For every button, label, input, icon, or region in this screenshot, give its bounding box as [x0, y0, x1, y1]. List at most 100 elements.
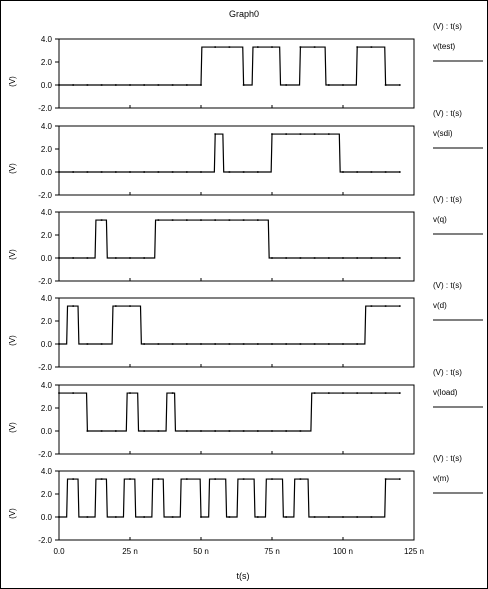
data-point [328, 84, 330, 86]
data-point [200, 343, 202, 345]
data-point [384, 305, 387, 307]
y-tick-label: 2.0 [41, 490, 53, 499]
data-point [86, 343, 89, 345]
data-point [356, 343, 358, 345]
legend-header: (V) : t(s) [433, 454, 462, 463]
data-point [328, 133, 330, 135]
data-point [328, 516, 330, 518]
y-tick-label: 4.0 [41, 381, 53, 390]
y-axis-label: (V) [8, 508, 17, 519]
data-point [356, 257, 358, 259]
y-tick-label: 0.0 [41, 513, 53, 522]
data-point [214, 478, 216, 480]
y-tick-label: 2.0 [41, 404, 53, 413]
data-point [399, 171, 401, 173]
y-axis-label: (V) [8, 76, 17, 87]
series-markers [58, 392, 401, 432]
data-point [370, 305, 373, 307]
y-tick-label: 4.0 [41, 122, 53, 131]
data-point [384, 478, 387, 480]
data-point [58, 343, 60, 345]
data-point [72, 257, 74, 259]
y-tick-label: 0.0 [41, 427, 53, 436]
data-point [285, 257, 287, 259]
data-point [242, 430, 245, 432]
legend-header: (V) : t(s) [433, 368, 462, 377]
data-point [257, 516, 259, 518]
data-point [129, 171, 131, 173]
data-point [313, 343, 316, 345]
y-tick-label: -2.0 [38, 191, 52, 200]
data-point [228, 430, 231, 432]
legend-series-name: v(m) [433, 474, 449, 483]
data-point [313, 133, 316, 135]
series-markers [58, 219, 401, 259]
data-point [328, 343, 330, 345]
data-point [143, 257, 145, 259]
y-axis-label: (V) [8, 335, 17, 346]
data-point [242, 478, 245, 480]
data-point [58, 171, 60, 173]
data-point [370, 516, 373, 518]
data-point [370, 257, 373, 259]
plot-frame [58, 297, 415, 368]
data-point [356, 392, 358, 394]
series-line [59, 133, 400, 173]
data-point [228, 343, 231, 345]
data-point [299, 430, 302, 432]
series-markers [58, 133, 401, 173]
data-point [58, 84, 60, 86]
data-point [100, 219, 103, 221]
data-point [342, 171, 344, 173]
data-point [157, 84, 160, 86]
data-point [129, 392, 131, 394]
data-point [399, 257, 401, 259]
y-tick-label: 0.0 [41, 254, 53, 263]
data-point [72, 478, 74, 480]
data-point [171, 171, 174, 173]
data-point [129, 257, 131, 259]
series-markers [58, 46, 401, 86]
data-point [115, 84, 117, 86]
y-tick-label: 4.0 [41, 35, 53, 44]
chart-title: Graph0 [229, 9, 259, 19]
data-point [228, 46, 231, 48]
data-point [129, 305, 131, 307]
y-tick-label: 4.0 [41, 467, 53, 476]
data-point [384, 392, 387, 394]
data-point [299, 257, 302, 259]
data-point [399, 305, 401, 307]
data-point [186, 478, 188, 480]
data-point [257, 46, 259, 48]
data-point [214, 430, 216, 432]
data-point [257, 171, 259, 173]
data-point [143, 343, 145, 345]
data-point [157, 478, 160, 480]
data-point [342, 84, 344, 86]
data-point [214, 46, 216, 48]
data-point [115, 516, 117, 518]
series-line [59, 46, 400, 86]
plot-frame [58, 470, 415, 541]
data-point [313, 516, 316, 518]
data-point [299, 133, 302, 135]
x-tick-label: 0.0 [53, 547, 65, 556]
data-point [285, 133, 287, 135]
data-point [186, 171, 188, 173]
data-point [214, 133, 216, 135]
data-point [242, 219, 245, 221]
data-point [342, 516, 344, 518]
data-point [285, 343, 287, 345]
series-line [59, 478, 400, 518]
y-axis-label: (V) [8, 422, 17, 433]
data-point [271, 46, 273, 48]
series-line [59, 305, 400, 345]
data-point [271, 478, 273, 480]
data-point [214, 343, 216, 345]
data-point [157, 171, 160, 173]
data-point [86, 257, 89, 259]
data-point [171, 343, 174, 345]
data-point [399, 392, 401, 394]
data-point [370, 46, 373, 48]
